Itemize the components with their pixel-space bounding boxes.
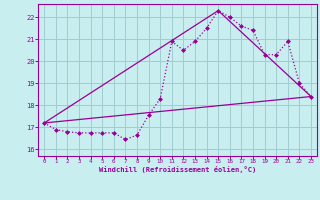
X-axis label: Windchill (Refroidissement éolien,°C): Windchill (Refroidissement éolien,°C) [99,166,256,173]
